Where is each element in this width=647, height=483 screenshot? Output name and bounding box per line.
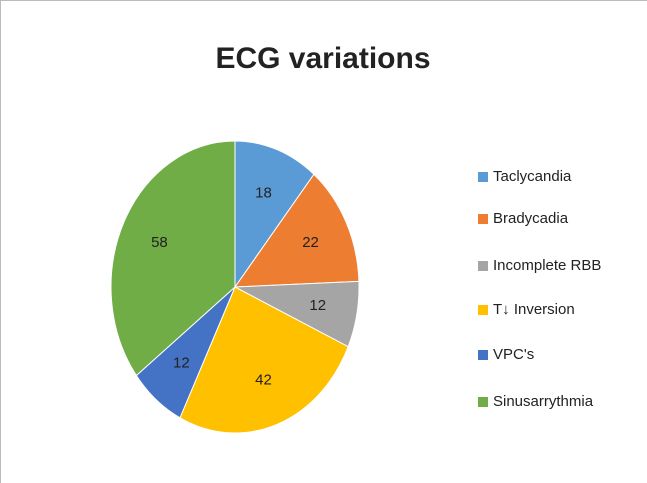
- legend-text: Sinusarrythmia: [493, 393, 594, 410]
- value-label: 12: [173, 355, 190, 372]
- legend-text: VPC's: [493, 346, 534, 363]
- value-label: 42: [255, 371, 272, 388]
- value-label: 12: [309, 297, 326, 314]
- chart-title: ECG variations: [215, 42, 430, 75]
- legend-swatch: [478, 214, 488, 224]
- value-label: 18: [255, 185, 272, 202]
- pie-slice: [234, 173, 360, 288]
- legend-swatch: [478, 261, 488, 271]
- legend-text: Bradycadia: [493, 210, 569, 227]
- legend-text: T↓ Inversion: [493, 301, 575, 318]
- pie-slice: [110, 140, 236, 377]
- pie-slice: [179, 286, 349, 434]
- value-label: 58: [151, 234, 168, 251]
- legend-swatch: [478, 305, 488, 315]
- legend-swatch: [478, 350, 488, 360]
- legend-text: Taclycandia: [493, 168, 572, 185]
- legend-swatch: [478, 172, 488, 182]
- legend-text: Incomplete RBB: [493, 257, 601, 274]
- pie-slice: [234, 140, 315, 289]
- legend-swatch: [478, 397, 488, 407]
- value-label: 22: [302, 234, 319, 251]
